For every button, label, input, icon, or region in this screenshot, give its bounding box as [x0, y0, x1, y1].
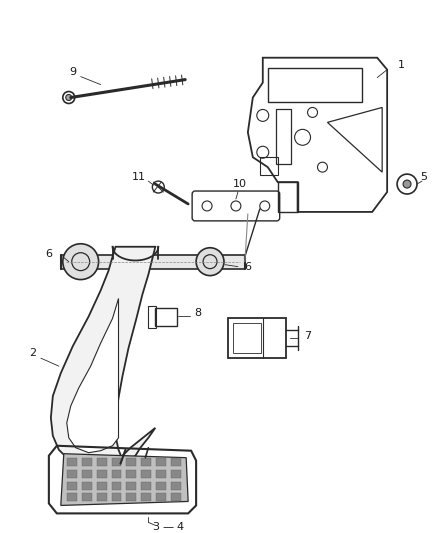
Bar: [112, 458, 121, 466]
Polygon shape: [61, 454, 188, 505]
Circle shape: [66, 94, 72, 101]
Bar: [141, 470, 152, 478]
Bar: [82, 481, 92, 489]
Bar: [112, 481, 121, 489]
Bar: [156, 458, 166, 466]
Bar: [97, 458, 106, 466]
Bar: [156, 481, 166, 489]
Bar: [141, 494, 152, 502]
Bar: [67, 470, 77, 478]
Text: —: —: [162, 522, 174, 532]
Bar: [67, 494, 77, 502]
Bar: [233, 324, 261, 353]
Bar: [82, 470, 92, 478]
Circle shape: [196, 248, 224, 276]
Bar: [156, 494, 166, 502]
Text: 10: 10: [233, 179, 247, 189]
Text: 8: 8: [194, 309, 201, 318]
Bar: [97, 494, 106, 502]
Text: 5: 5: [420, 172, 427, 182]
Bar: [148, 306, 156, 328]
Bar: [67, 481, 77, 489]
Text: 11: 11: [131, 172, 145, 182]
Bar: [127, 481, 136, 489]
Bar: [155, 309, 177, 326]
Circle shape: [63, 244, 99, 280]
Text: 9: 9: [69, 67, 76, 77]
Text: 6: 6: [244, 262, 251, 272]
Bar: [156, 470, 166, 478]
Text: 6: 6: [46, 249, 53, 259]
Bar: [82, 494, 92, 502]
Text: 3: 3: [152, 522, 159, 532]
Bar: [97, 470, 106, 478]
Bar: [112, 494, 121, 502]
Bar: [82, 458, 92, 466]
Bar: [141, 458, 152, 466]
Polygon shape: [67, 298, 119, 453]
Polygon shape: [51, 247, 155, 466]
Bar: [127, 458, 136, 466]
Text: 4: 4: [177, 522, 184, 532]
Bar: [268, 68, 362, 102]
Bar: [127, 494, 136, 502]
Text: 7: 7: [304, 332, 311, 341]
Bar: [260, 157, 278, 175]
Bar: [112, 470, 121, 478]
Bar: [171, 494, 181, 502]
Bar: [228, 318, 286, 358]
Text: 2: 2: [29, 348, 36, 358]
Bar: [61, 255, 245, 269]
Text: 1: 1: [398, 60, 405, 70]
Bar: [171, 470, 181, 478]
Bar: [276, 109, 291, 164]
Bar: [171, 481, 181, 489]
Bar: [67, 458, 77, 466]
Bar: [97, 481, 106, 489]
Circle shape: [403, 180, 411, 188]
Bar: [141, 481, 152, 489]
Bar: [171, 458, 181, 466]
Bar: [127, 470, 136, 478]
